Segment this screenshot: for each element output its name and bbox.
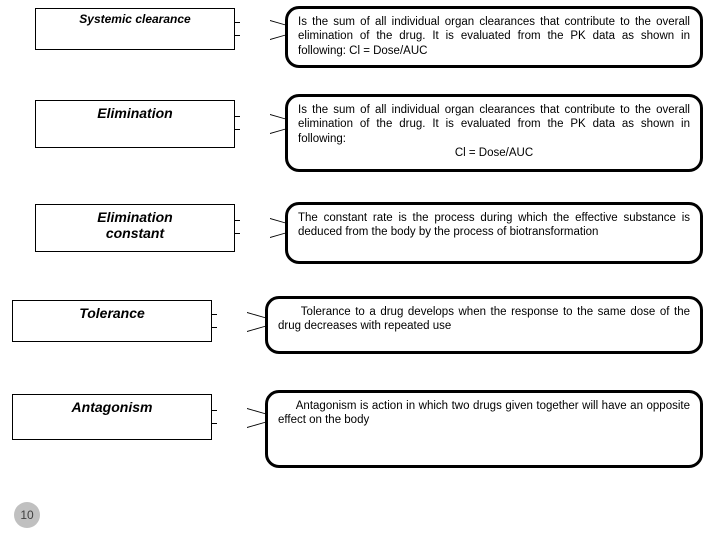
arrow-stem [212, 410, 217, 424]
concept-row-1: Elimination Is the sum of all individual … [0, 98, 720, 176]
definition-text: Is the sum of all individual organ clear… [298, 103, 690, 146]
definition-box: Is the sum of all individual organ clear… [285, 6, 703, 68]
arrow-stem [235, 116, 240, 130]
label-box: Eliminationconstant [35, 204, 235, 252]
label-box: Tolerance [12, 300, 212, 342]
label-box: Elimination [35, 100, 235, 148]
arrow-stem [235, 220, 240, 234]
concept-row-4: Antagonism Antagonism is action in which… [0, 394, 720, 472]
definition-box: Is the sum of all individual organ clear… [285, 94, 703, 172]
page-number: 10 [14, 502, 40, 528]
concept-row-2: Eliminationconstant The constant rate is … [0, 202, 720, 280]
arrow-stem [212, 314, 217, 328]
label-text: Systemic clearance [79, 13, 190, 27]
definition-text: The constant rate is the process during … [298, 211, 690, 240]
definition-text: Tolerance to a drug develops when the re… [278, 305, 690, 334]
concept-row-0: Systemic clearance Is the sum of all indi… [0, 6, 720, 84]
definition-text: Is the sum of all individual organ clear… [298, 15, 690, 58]
label-text: Elimination [97, 105, 172, 121]
definition-text: Antagonism is action in which two drugs … [278, 399, 690, 428]
definition-box: Tolerance to a drug develops when the re… [265, 296, 703, 354]
label-box: Systemic clearance [35, 8, 235, 50]
label-text: Tolerance [79, 305, 145, 321]
definition-box: The constant rate is the process during … [285, 202, 703, 264]
label-text: Eliminationconstant [97, 209, 172, 241]
label-text: Antagonism [72, 399, 153, 415]
label-box: Antagonism [12, 394, 212, 440]
concept-row-3: Tolerance Tolerance to a drug develops w… [0, 300, 720, 378]
definition-box: Antagonism is action in which two drugs … [265, 390, 703, 468]
definition-formula: Cl = Dose/AUC [298, 146, 690, 160]
arrow-stem [235, 22, 240, 36]
